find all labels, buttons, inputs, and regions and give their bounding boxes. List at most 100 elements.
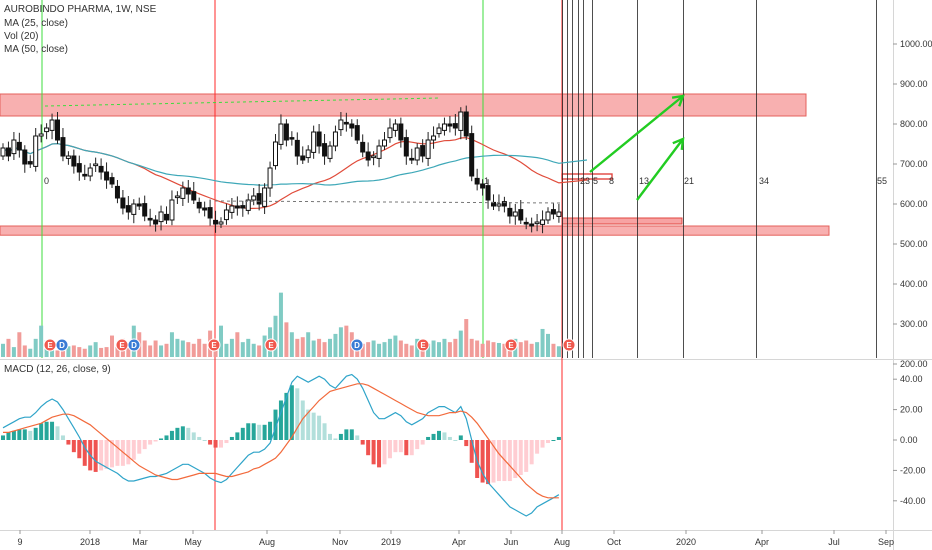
candle[interactable]: [120, 197, 126, 209]
candle[interactable]: [207, 207, 213, 219]
candle[interactable]: [540, 219, 546, 225]
candle[interactable]: [218, 221, 224, 225]
candle[interactable]: [283, 123, 289, 141]
candle[interactable]: [322, 143, 328, 157]
candle[interactable]: [398, 123, 404, 141]
candle[interactable]: [16, 141, 22, 151]
candle[interactable]: [267, 167, 273, 189]
candle[interactable]: [229, 205, 235, 213]
candle[interactable]: [512, 211, 518, 217]
candle[interactable]: [251, 195, 257, 201]
candle[interactable]: [245, 199, 251, 211]
candle[interactable]: [392, 123, 398, 131]
candle[interactable]: [136, 203, 142, 207]
candle[interactable]: [142, 203, 148, 217]
legend-vol20[interactable]: Vol (20): [4, 31, 39, 42]
candle[interactable]: [60, 137, 66, 157]
candle[interactable]: [164, 213, 169, 221]
candle[interactable]: [550, 209, 556, 215]
legend-ma50[interactable]: MA (50, close): [4, 44, 68, 55]
candle[interactable]: [474, 177, 480, 185]
candle[interactable]: [414, 147, 420, 161]
candle[interactable]: [49, 119, 55, 131]
candle[interactable]: [452, 123, 458, 129]
candle[interactable]: [463, 111, 469, 137]
candle[interactable]: [278, 123, 284, 145]
candle[interactable]: [114, 185, 120, 199]
candle[interactable]: [0, 147, 6, 157]
candle[interactable]: [501, 201, 507, 207]
candle[interactable]: [496, 203, 502, 207]
candle[interactable]: [409, 157, 415, 161]
candle[interactable]: [327, 145, 333, 159]
candle[interactable]: [305, 149, 311, 159]
candle[interactable]: [447, 123, 453, 127]
candle[interactable]: [27, 161, 33, 165]
candle[interactable]: [469, 133, 475, 177]
candle[interactable]: [240, 205, 246, 209]
candle[interactable]: [349, 123, 355, 129]
candle[interactable]: [65, 155, 71, 159]
candle[interactable]: [289, 137, 295, 140]
candle[interactable]: [360, 141, 366, 153]
candle[interactable]: [98, 165, 104, 173]
candle[interactable]: [403, 137, 409, 157]
candle[interactable]: [425, 139, 431, 159]
candle[interactable]: [38, 133, 44, 137]
candle[interactable]: [234, 205, 240, 209]
candle[interactable]: [191, 191, 197, 201]
candle[interactable]: [311, 131, 317, 153]
candle[interactable]: [44, 127, 50, 133]
candle[interactable]: [523, 221, 529, 225]
candle[interactable]: [436, 127, 442, 135]
candle[interactable]: [458, 111, 464, 131]
candle[interactable]: [556, 211, 562, 217]
candle[interactable]: [131, 203, 137, 215]
candle[interactable]: [294, 139, 300, 157]
candle[interactable]: [371, 155, 377, 159]
candle[interactable]: [485, 185, 491, 201]
candle[interactable]: [534, 221, 540, 225]
legend-ma25[interactable]: MA (25, close): [4, 18, 68, 29]
candle[interactable]: [376, 145, 382, 159]
candle[interactable]: [518, 209, 524, 221]
candle[interactable]: [387, 127, 393, 139]
candle[interactable]: [529, 223, 535, 227]
candle[interactable]: [153, 219, 159, 225]
candles[interactable]: [0, 105, 562, 234]
candle[interactable]: [158, 211, 164, 223]
candle[interactable]: [354, 125, 360, 141]
candle[interactable]: [316, 131, 322, 147]
candle[interactable]: [480, 183, 486, 189]
candle[interactable]: [104, 171, 110, 181]
candle[interactable]: [343, 121, 349, 125]
candle[interactable]: [365, 151, 371, 161]
candle[interactable]: [185, 187, 191, 195]
candle[interactable]: [213, 219, 219, 225]
candle[interactable]: [202, 207, 208, 211]
candle[interactable]: [11, 139, 17, 155]
candle[interactable]: [382, 139, 387, 147]
candle[interactable]: [5, 147, 11, 157]
candle[interactable]: [71, 155, 77, 167]
candle[interactable]: [87, 167, 93, 177]
candle[interactable]: [22, 149, 28, 165]
candle[interactable]: [332, 131, 338, 147]
candle[interactable]: [55, 119, 60, 141]
candle[interactable]: [33, 135, 39, 167]
candle[interactable]: [147, 217, 153, 221]
candle[interactable]: [431, 135, 437, 141]
candle[interactable]: [223, 209, 229, 221]
candle[interactable]: [125, 205, 131, 213]
candle[interactable]: [338, 119, 344, 131]
candle[interactable]: [93, 163, 99, 167]
candle[interactable]: [420, 145, 426, 157]
candle[interactable]: [76, 163, 82, 173]
legend-macd[interactable]: MACD (12, 26, close, 9): [4, 364, 111, 375]
candle[interactable]: [109, 177, 115, 185]
candle[interactable]: [180, 187, 186, 199]
candle[interactable]: [545, 211, 551, 221]
candle[interactable]: [174, 195, 180, 199]
candle[interactable]: [262, 187, 268, 207]
